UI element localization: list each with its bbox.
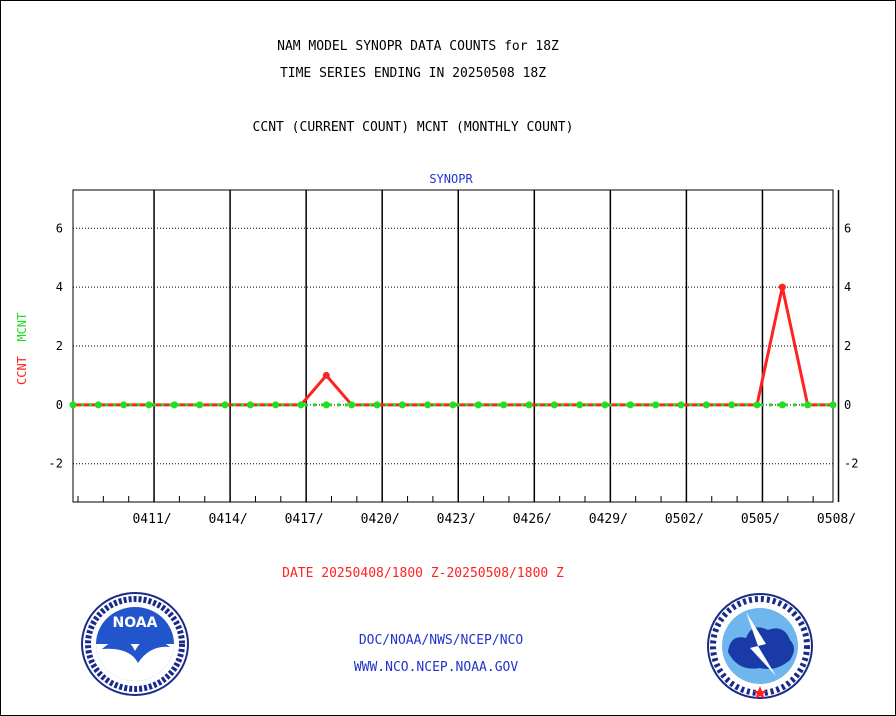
x-tick-label: 0414/ <box>209 512 248 527</box>
point-mcnt <box>221 401 229 409</box>
x-tick-label: 0423/ <box>437 512 476 527</box>
point-mcnt <box>728 401 736 409</box>
nco-website-link[interactable]: WWW.NCO.NCEP.NOAA.GOV <box>353 660 519 675</box>
point-mcnt <box>829 401 837 409</box>
point-ccnt <box>778 283 786 291</box>
point-mcnt <box>348 401 356 409</box>
point-mcnt <box>525 401 533 409</box>
point-mcnt <box>626 401 634 409</box>
point-mcnt <box>424 401 432 409</box>
panel-title: SYNOPR <box>429 172 473 186</box>
y-tick-label-left: 6 <box>56 221 63 235</box>
point-mcnt <box>677 401 685 409</box>
point-mcnt <box>196 401 204 409</box>
point-mcnt <box>550 401 558 409</box>
point-mcnt <box>474 401 482 409</box>
chart-subtitle: CCNT (CURRENT COUNT) MCNT (MONTHLY COUNT… <box>252 120 574 135</box>
svg-text:NOAA: NOAA <box>113 615 158 631</box>
point-mcnt <box>398 401 406 409</box>
point-mcnt <box>778 401 786 409</box>
y-tick-label-left: -2 <box>49 457 63 471</box>
point-mcnt <box>94 401 102 409</box>
point-mcnt <box>297 401 305 409</box>
x-tick-label: 0505/ <box>741 512 780 527</box>
noaa-logo: NOAA <box>81 592 189 696</box>
point-mcnt <box>145 401 153 409</box>
date-range-label: DATE 20250408/1800 Z-20250508/1800 Z <box>282 566 564 581</box>
point-mcnt <box>500 401 508 409</box>
y-tick-label-right: 0 <box>844 398 851 412</box>
y-tick-label-right: 4 <box>844 280 851 294</box>
point-mcnt <box>170 401 178 409</box>
y-tick-label-right: 6 <box>844 221 851 235</box>
x-tick-label: 0508/ <box>817 512 856 527</box>
chart-title-line1: NAM MODEL SYNOPR DATA COUNTS for 18Z <box>277 39 559 54</box>
x-tick-label: 0420/ <box>361 512 400 527</box>
y-tick-label-right: 2 <box>844 339 851 353</box>
tick-label-layer: -2 -2 0 0 2 2 4 4 6 6 0411/0414/0417/0420/0423/042… <box>49 221 859 527</box>
nco-org-link[interactable]: DOC/NOAA/NWS/NCEP/NCO <box>358 633 524 648</box>
point-mcnt <box>804 401 812 409</box>
y-tick-label-left: 4 <box>56 280 63 294</box>
point-mcnt <box>322 401 330 409</box>
x-tick-label: 0411/ <box>132 512 171 527</box>
y-tick-label-right: -2 <box>844 457 858 471</box>
axis-layer <box>72 189 839 503</box>
series-layer <box>69 283 837 409</box>
y-tick-label-left: 0 <box>56 398 63 412</box>
grid-layer <box>73 190 840 502</box>
point-mcnt <box>576 401 584 409</box>
point-mcnt <box>246 401 254 409</box>
plot-border <box>72 189 834 503</box>
point-mcnt <box>272 401 280 409</box>
x-tick-label: 0502/ <box>665 512 704 527</box>
point-mcnt <box>69 401 77 409</box>
x-tick-label: 0429/ <box>589 512 628 527</box>
chart-title-line2: TIME SERIES ENDING IN 20250508 18Z <box>279 66 547 81</box>
national-weather-service-logo <box>707 593 813 699</box>
x-tick-label: 0426/ <box>513 512 552 527</box>
point-mcnt <box>120 401 128 409</box>
point-mcnt <box>601 401 609 409</box>
y-tick-label-left: 2 <box>56 339 63 353</box>
point-mcnt <box>702 401 710 409</box>
point-mcnt <box>652 401 660 409</box>
point-mcnt <box>449 401 457 409</box>
x-tick-label: 0417/ <box>285 512 324 527</box>
point-mcnt <box>373 401 381 409</box>
point-mcnt <box>753 401 761 409</box>
point-ccnt <box>322 371 330 379</box>
